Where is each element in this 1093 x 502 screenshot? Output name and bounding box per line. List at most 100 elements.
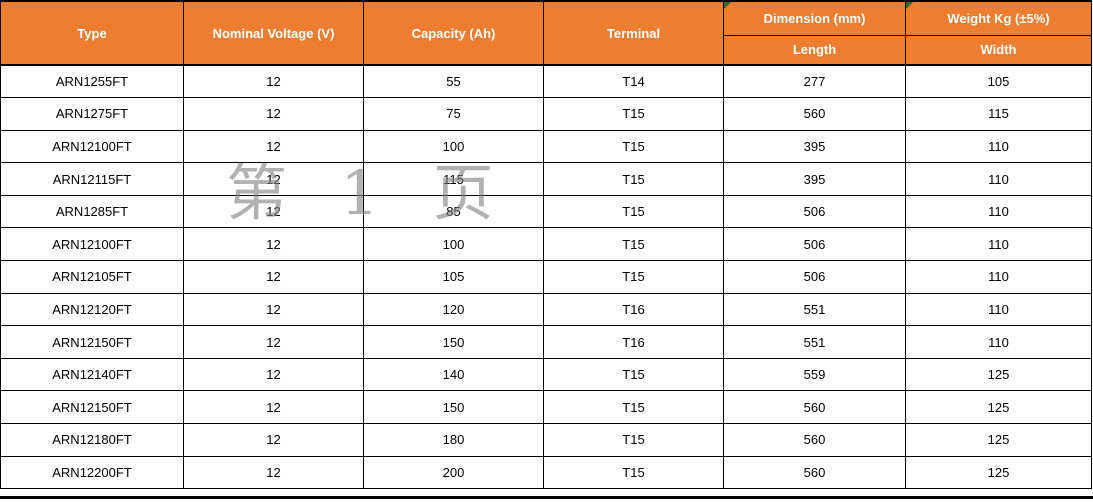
table-row: ARN1275FT 12 75 T15 560 115 <box>0 97 1092 131</box>
cell-terminal: T15 <box>543 423 724 457</box>
cell-width: 110 <box>905 260 1092 294</box>
cell-type: ARN1285FT <box>0 194 184 229</box>
cell-capacity: 115 <box>363 162 544 196</box>
cell-width: 110 <box>905 227 1092 262</box>
header-terminal: Terminal <box>543 0 724 66</box>
table-row: ARN12120FT 12 120 T16 551 110 <box>0 292 1092 327</box>
cell-voltage: 12 <box>183 64 364 99</box>
cell-length: 560 <box>723 390 906 425</box>
header-nominal-voltage: Nominal Voltage (V) <box>183 0 364 66</box>
cell-width: 110 <box>905 194 1092 229</box>
table-row: ARN1255FT 12 55 T14 277 105 <box>0 64 1092 99</box>
table-row: ARN12150FT 12 150 T16 551 110 <box>0 325 1092 359</box>
cell-capacity: 150 <box>363 325 544 359</box>
cell-terminal: T15 <box>543 357 724 392</box>
cell-length: 395 <box>723 162 906 196</box>
cell-type: ARN1255FT <box>0 64 184 99</box>
cell-capacity: 180 <box>363 423 544 457</box>
cell-capacity: 200 <box>363 455 544 490</box>
bottom-rule-divider <box>0 496 1093 499</box>
cell-capacity: 100 <box>363 129 544 164</box>
cell-voltage: 12 <box>183 423 364 457</box>
cell-terminal: T15 <box>543 227 724 262</box>
cell-width: 125 <box>905 390 1092 425</box>
header-weight-label: Weight Kg (±5%) <box>947 10 1050 26</box>
table-row: ARN12100FT 12 100 T15 395 110 <box>0 129 1092 164</box>
cell-type: ARN12105FT <box>0 260 184 294</box>
table-row: ARN12150FT 12 150 T15 560 125 <box>0 390 1092 425</box>
cell-length: 506 <box>723 227 906 262</box>
cell-type: ARN12120FT <box>0 292 184 327</box>
cell-type: ARN12150FT <box>0 390 184 425</box>
cell-terminal: T16 <box>543 292 724 327</box>
cell-terminal: T15 <box>543 194 724 229</box>
cell-capacity: 55 <box>363 64 544 99</box>
cell-type: ARN12140FT <box>0 357 184 392</box>
table-row: ARN12100FT 12 100 T15 506 110 <box>0 227 1092 262</box>
table-row: ARN12180FT 12 180 T15 560 125 <box>0 423 1092 457</box>
cell-voltage: 12 <box>183 292 364 327</box>
cell-length: 560 <box>723 97 906 131</box>
table-row: ARN1285FT 12 85 T15 506 110 <box>0 194 1092 229</box>
cell-length: 277 <box>723 64 906 99</box>
cell-width: 125 <box>905 357 1092 392</box>
header-type: Type <box>0 0 184 66</box>
header-length: Length <box>723 34 906 66</box>
cell-length: 395 <box>723 129 906 164</box>
cell-width: 110 <box>905 325 1092 359</box>
cell-length: 559 <box>723 357 906 392</box>
cell-voltage: 12 <box>183 260 364 294</box>
cell-capacity: 150 <box>363 390 544 425</box>
cell-voltage: 12 <box>183 129 364 164</box>
table-body: ARN1255FT 12 55 T14 277 105 ARN1275FT 12… <box>0 64 1092 490</box>
cell-terminal: T15 <box>543 162 724 196</box>
cell-terminal: T15 <box>543 97 724 131</box>
cell-terminal: T14 <box>543 64 724 99</box>
cell-voltage: 12 <box>183 162 364 196</box>
battery-spec-table: Type Nominal Voltage (V) Capacity (Ah) T… <box>0 0 1092 490</box>
header-row-top: Type Nominal Voltage (V) Capacity (Ah) T… <box>0 0 1092 66</box>
cell-type: ARN1275FT <box>0 97 184 131</box>
table-row: ARN12115FT 12 115 T15 395 110 <box>0 162 1092 196</box>
cell-width: 125 <box>905 423 1092 457</box>
header-dimension-label: Dimension (mm) <box>763 10 866 26</box>
cell-capacity: 120 <box>363 292 544 327</box>
cell-length: 551 <box>723 292 906 327</box>
cell-capacity: 100 <box>363 227 544 262</box>
cell-terminal: T15 <box>543 129 724 164</box>
cell-capacity: 105 <box>363 260 544 294</box>
cell-width: 105 <box>905 64 1092 99</box>
cell-width: 110 <box>905 129 1092 164</box>
cell-type: ARN12100FT <box>0 129 184 164</box>
cell-type: ARN12100FT <box>0 227 184 262</box>
cell-voltage: 12 <box>183 357 364 392</box>
cell-terminal: T15 <box>543 455 724 490</box>
cell-voltage: 12 <box>183 227 364 262</box>
cell-type: ARN12200FT <box>0 455 184 490</box>
cell-voltage: 12 <box>183 97 364 131</box>
cell-voltage: 12 <box>183 390 364 425</box>
cell-voltage: 12 <box>183 455 364 490</box>
cell-capacity: 85 <box>363 194 544 229</box>
table-header: Type Nominal Voltage (V) Capacity (Ah) T… <box>0 0 1092 66</box>
cell-terminal: T15 <box>543 390 724 425</box>
cell-capacity: 75 <box>363 97 544 131</box>
cell-terminal: T16 <box>543 325 724 359</box>
cell-type: ARN12180FT <box>0 423 184 457</box>
header-row-sub: Length Width <box>1 34 1092 66</box>
cell-length: 560 <box>723 455 906 490</box>
table-row: ARN12140FT 12 140 T15 559 125 <box>0 357 1092 392</box>
cell-indicator-triangle-icon <box>906 2 913 9</box>
cell-indicator-triangle-icon <box>724 2 731 9</box>
cell-width: 110 <box>905 292 1092 327</box>
cell-width: 125 <box>905 455 1092 490</box>
cell-terminal: T15 <box>543 260 724 294</box>
cell-type: ARN12115FT <box>0 162 184 196</box>
cell-length: 506 <box>723 260 906 294</box>
cell-type: ARN12150FT <box>0 325 184 359</box>
cell-voltage: 12 <box>183 194 364 229</box>
table-row: ARN12200FT 12 200 T15 560 125 <box>0 455 1092 490</box>
cell-capacity: 140 <box>363 357 544 392</box>
cell-voltage: 12 <box>183 325 364 359</box>
